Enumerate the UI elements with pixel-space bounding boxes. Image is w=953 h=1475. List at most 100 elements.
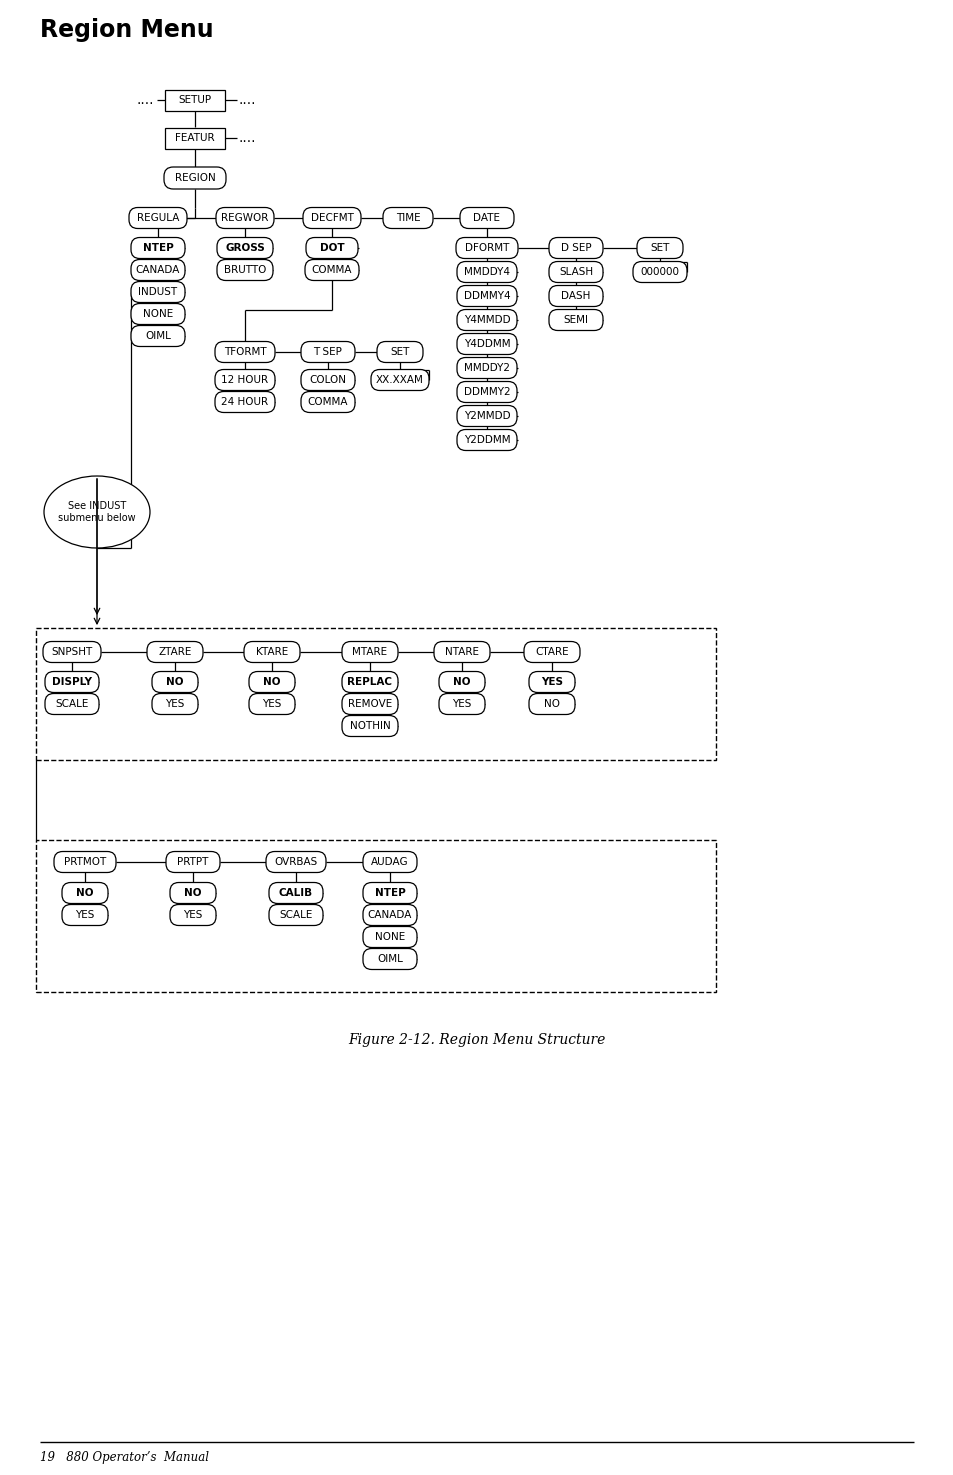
FancyBboxPatch shape bbox=[456, 286, 517, 307]
Text: FEATUR: FEATUR bbox=[175, 133, 214, 143]
Text: Figure 2-12. Region Menu Structure: Figure 2-12. Region Menu Structure bbox=[348, 1032, 605, 1047]
Text: 000000: 000000 bbox=[639, 267, 679, 277]
FancyBboxPatch shape bbox=[301, 342, 355, 363]
FancyBboxPatch shape bbox=[363, 882, 416, 904]
Text: DASH: DASH bbox=[560, 291, 590, 301]
FancyBboxPatch shape bbox=[456, 357, 517, 379]
FancyBboxPatch shape bbox=[214, 342, 274, 363]
FancyBboxPatch shape bbox=[131, 237, 185, 258]
Text: SET: SET bbox=[650, 243, 669, 254]
FancyBboxPatch shape bbox=[382, 208, 433, 229]
Text: REGION: REGION bbox=[174, 173, 215, 183]
Text: Y4MMDD: Y4MMDD bbox=[463, 316, 510, 324]
FancyBboxPatch shape bbox=[170, 882, 215, 904]
Text: NO: NO bbox=[76, 888, 93, 898]
FancyBboxPatch shape bbox=[249, 693, 294, 714]
Text: CTARE: CTARE bbox=[535, 648, 568, 656]
FancyBboxPatch shape bbox=[215, 208, 274, 229]
FancyBboxPatch shape bbox=[438, 671, 484, 692]
Text: DDMMY2: DDMMY2 bbox=[463, 386, 510, 397]
Text: SETUP: SETUP bbox=[178, 94, 212, 105]
Text: Y4DDMM: Y4DDMM bbox=[463, 339, 510, 350]
FancyBboxPatch shape bbox=[637, 237, 682, 258]
FancyBboxPatch shape bbox=[363, 948, 416, 969]
Text: ....: .... bbox=[136, 93, 153, 108]
FancyBboxPatch shape bbox=[62, 904, 108, 925]
FancyBboxPatch shape bbox=[456, 333, 517, 354]
FancyBboxPatch shape bbox=[266, 851, 326, 873]
FancyBboxPatch shape bbox=[131, 260, 185, 280]
Text: PRTMOT: PRTMOT bbox=[64, 857, 106, 867]
Text: 24 HOUR: 24 HOUR bbox=[221, 397, 269, 407]
Bar bbox=[36, 839, 716, 993]
Text: SCALE: SCALE bbox=[55, 699, 89, 709]
Text: DDMMY4: DDMMY4 bbox=[463, 291, 510, 301]
FancyBboxPatch shape bbox=[341, 693, 397, 714]
Text: REGWOR: REGWOR bbox=[221, 212, 269, 223]
Text: REMOVE: REMOVE bbox=[348, 699, 392, 709]
Text: ....: .... bbox=[238, 93, 255, 108]
Text: NTEP: NTEP bbox=[375, 888, 405, 898]
FancyBboxPatch shape bbox=[363, 926, 416, 947]
FancyBboxPatch shape bbox=[301, 391, 355, 413]
FancyBboxPatch shape bbox=[434, 642, 490, 662]
Bar bbox=[165, 127, 225, 149]
Text: CANADA: CANADA bbox=[135, 266, 180, 274]
FancyBboxPatch shape bbox=[438, 693, 484, 714]
FancyBboxPatch shape bbox=[62, 882, 108, 904]
FancyBboxPatch shape bbox=[456, 406, 517, 426]
Bar bbox=[165, 90, 225, 111]
Text: GROSS: GROSS bbox=[225, 243, 265, 254]
Text: YES: YES bbox=[540, 677, 562, 687]
Text: NOTHIN: NOTHIN bbox=[349, 721, 390, 732]
FancyBboxPatch shape bbox=[249, 671, 294, 692]
FancyBboxPatch shape bbox=[216, 260, 273, 280]
FancyBboxPatch shape bbox=[214, 370, 274, 391]
Text: AUDAG: AUDAG bbox=[371, 857, 409, 867]
Text: SET: SET bbox=[390, 347, 409, 357]
Text: PRTPT: PRTPT bbox=[177, 857, 209, 867]
Text: KTARE: KTARE bbox=[255, 648, 288, 656]
FancyBboxPatch shape bbox=[43, 642, 101, 662]
FancyBboxPatch shape bbox=[306, 237, 357, 258]
FancyBboxPatch shape bbox=[456, 237, 517, 258]
Text: See INDUST
submenu below: See INDUST submenu below bbox=[58, 502, 135, 522]
Text: YES: YES bbox=[183, 910, 202, 920]
Ellipse shape bbox=[44, 476, 150, 549]
FancyBboxPatch shape bbox=[269, 904, 323, 925]
Text: OIML: OIML bbox=[145, 330, 171, 341]
FancyBboxPatch shape bbox=[341, 642, 397, 662]
Text: NTARE: NTARE bbox=[444, 648, 478, 656]
Text: OIML: OIML bbox=[376, 954, 402, 965]
Text: CANADA: CANADA bbox=[368, 910, 412, 920]
FancyBboxPatch shape bbox=[456, 382, 517, 403]
FancyBboxPatch shape bbox=[129, 208, 187, 229]
FancyBboxPatch shape bbox=[363, 904, 416, 925]
Text: SCALE: SCALE bbox=[279, 910, 313, 920]
Text: Y2DDMM: Y2DDMM bbox=[463, 435, 510, 445]
Text: OVRBAS: OVRBAS bbox=[274, 857, 317, 867]
Text: Region Menu: Region Menu bbox=[40, 18, 213, 41]
Text: YES: YES bbox=[452, 699, 471, 709]
FancyBboxPatch shape bbox=[305, 260, 358, 280]
FancyBboxPatch shape bbox=[376, 342, 422, 363]
Text: MMDDY4: MMDDY4 bbox=[463, 267, 510, 277]
Text: T SEP: T SEP bbox=[314, 347, 342, 357]
FancyBboxPatch shape bbox=[244, 642, 299, 662]
Text: DECFMT: DECFMT bbox=[311, 212, 353, 223]
FancyBboxPatch shape bbox=[152, 693, 198, 714]
FancyBboxPatch shape bbox=[54, 851, 116, 873]
FancyBboxPatch shape bbox=[456, 261, 517, 283]
Text: REPLAC: REPLAC bbox=[347, 677, 392, 687]
FancyBboxPatch shape bbox=[363, 851, 416, 873]
FancyBboxPatch shape bbox=[301, 370, 355, 391]
FancyBboxPatch shape bbox=[45, 693, 99, 714]
FancyBboxPatch shape bbox=[341, 671, 397, 692]
Text: COMMA: COMMA bbox=[312, 266, 352, 274]
Text: ....: .... bbox=[238, 131, 255, 145]
Text: YES: YES bbox=[75, 910, 94, 920]
FancyBboxPatch shape bbox=[216, 237, 273, 258]
FancyBboxPatch shape bbox=[131, 326, 185, 347]
FancyBboxPatch shape bbox=[269, 882, 323, 904]
Text: SNPSHT: SNPSHT bbox=[51, 648, 92, 656]
